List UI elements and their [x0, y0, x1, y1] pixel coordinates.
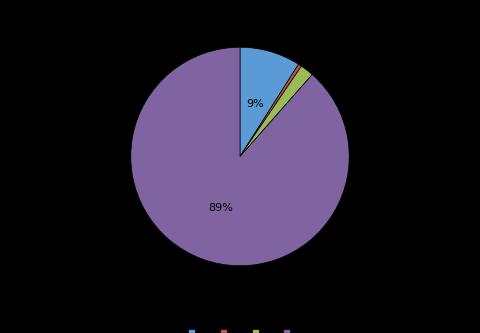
Legend: , , , : , , ,: [189, 329, 291, 333]
Text: 9%: 9%: [246, 99, 264, 109]
Text: 89%: 89%: [208, 202, 233, 212]
Wedge shape: [240, 64, 301, 157]
Wedge shape: [240, 47, 299, 157]
Wedge shape: [131, 47, 349, 266]
Wedge shape: [240, 66, 312, 157]
